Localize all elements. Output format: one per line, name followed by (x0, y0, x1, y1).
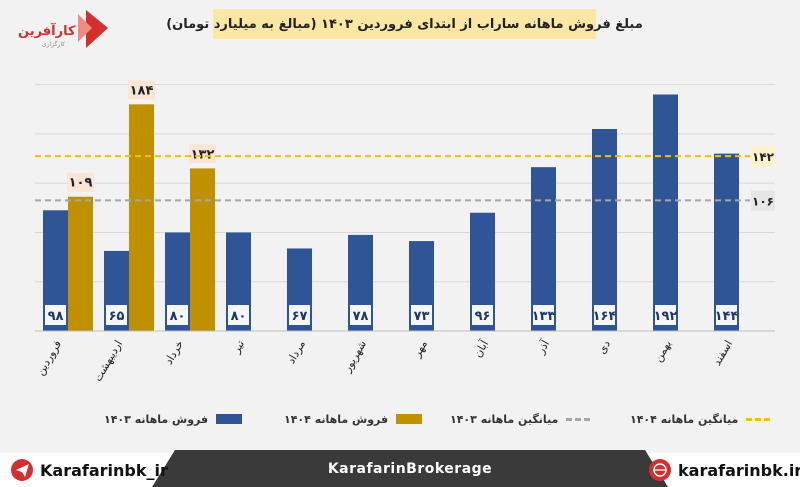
bar-1404-value-label: ۱۳۲ (191, 147, 215, 162)
bar-1403 (531, 167, 556, 331)
bar-chart: ۹۸ ۱۰۹ فروردین ۶۵ ۱۸۴ اردیبهشت ۸۰ ۱۳۲ خرداد ۸۰ تیر… (34, 80, 775, 384)
bar-1403-value-label: ۹۶ (475, 309, 491, 324)
category-label: اسفند (710, 338, 735, 368)
bar-1403 (653, 94, 678, 331)
bar-1404-label-box (128, 80, 155, 100)
bar-label-box (655, 305, 676, 325)
bar-1403-value-label: ۷۸ (353, 309, 369, 324)
category-label: تیر (229, 338, 247, 356)
website-link[interactable]: karafarinbk.ir (678, 460, 800, 480)
legend-label-sales-1403: فروش ماهانه ۱۴۰۳ (104, 412, 209, 426)
bar-label-box (106, 305, 127, 325)
category-label: اردیبهشت (91, 338, 125, 384)
category-label: مرداد (284, 338, 308, 366)
bar-1404-value-label: ۱۸۴ (130, 83, 154, 98)
bar-label-box (167, 305, 188, 325)
category-label: مهر (410, 338, 430, 360)
bar-1403-value-label: ۶۵ (109, 309, 125, 324)
bar-label-box (228, 305, 249, 325)
category-label: دی (595, 338, 613, 356)
bar-label-box (716, 305, 737, 325)
bar-1404-label-box (189, 144, 216, 164)
bar-1403 (592, 128, 617, 331)
category-label: شهریور (340, 338, 369, 375)
average-label-box (751, 190, 775, 211)
category-label: فروردین (34, 338, 64, 378)
bar-label-box (533, 305, 554, 325)
category-label: بهمن (651, 338, 674, 364)
category-label: آذر (533, 337, 553, 357)
chart-title: مبلغ فروش ماهانه ساراب از ابتدای فروردین… (166, 9, 643, 39)
legend-item-sales-1403: فروش ماهانه ۱۴۰۳ (104, 402, 243, 436)
bar-label-box (45, 305, 66, 325)
legend-label-avg-1404: میانگین ماهانه ۱۴۰۴ (630, 412, 739, 426)
bar-1403-value-label: ۱۶۴ (593, 309, 617, 324)
legend-item-sales-1404: فروش ماهانه ۱۴۰۴ (284, 402, 423, 436)
bar-1404 (129, 104, 154, 331)
bar-1404 (190, 168, 215, 331)
broker-logo: کارآفرین کارگزاری (8, 8, 108, 50)
bar-1403-value-label: ۱۳۳ (532, 309, 556, 324)
bar-1403-value-label: ۶۷ (292, 309, 308, 324)
average-1404-label: ۱۴۲ (752, 150, 775, 164)
bar-1404-value-label: ۱۰۹ (69, 176, 93, 191)
bar-label-box (289, 305, 310, 325)
legend-label-sales-1404: فروش ماهانه ۱۴۰۴ (284, 412, 389, 426)
legend-label-avg-1403: میانگین ماهانه ۱۴۰۳ (450, 412, 559, 426)
telegram-handle[interactable]: Karafarinbk_ir (40, 460, 168, 480)
brokerage-name: KarafarinBrokerage (327, 460, 493, 477)
category-label: آبان (470, 337, 491, 360)
category-label: خرداد (162, 338, 186, 367)
bar-1403-value-label: ۷۳ (414, 309, 430, 324)
logo-mark-icon (78, 10, 108, 48)
bar-label-box (350, 305, 371, 325)
logo-name: کارآفرین (18, 24, 76, 39)
bar-1403-value-label: ۱۹۲ (654, 309, 678, 324)
bar-label-box (411, 305, 432, 325)
bar-1403-value-label: ۸۰ (170, 309, 186, 324)
chart-legend: فروش ماهانه ۱۴۰۳ فروش ماهانه ۱۴۰۴ میانگی… (22, 402, 778, 436)
bar-1403-value-label: ۱۴۴ (715, 309, 739, 324)
logo-subtitle: کارگزاری (42, 41, 66, 48)
bar-1403-value-label: ۸۰ (231, 309, 247, 324)
bar-1403-value-label: ۹۸ (48, 309, 64, 324)
bar-label-box (472, 305, 493, 325)
bar-1404 (68, 196, 93, 331)
legend-item-avg-1403: میانگین ماهانه ۱۴۰۳ (450, 402, 591, 436)
bar-label-box (594, 305, 615, 325)
footer-bar (0, 450, 800, 487)
legend-item-avg-1404: میانگین ماهانه ۱۴۰۴ (630, 402, 771, 436)
average-1403-label: ۱۰۶ (752, 194, 774, 208)
bar-1404-label-box (67, 172, 94, 192)
average-label-box (751, 146, 775, 167)
bar-1403 (714, 153, 739, 331)
